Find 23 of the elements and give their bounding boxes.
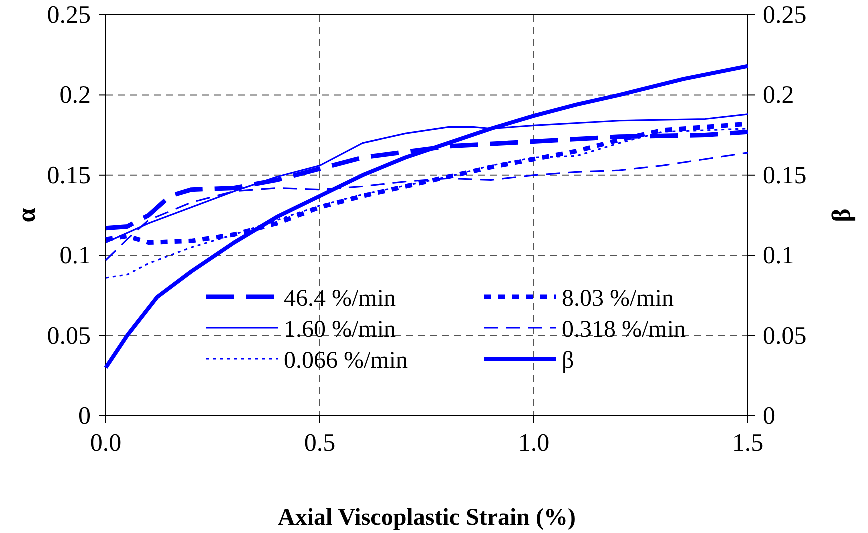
x-tick-label: 1.0 [518, 430, 550, 457]
y2-tick-label: 0.25 [763, 2, 807, 29]
y2-axis-title: β [827, 208, 856, 222]
y2-tick-label: 0.05 [763, 322, 807, 350]
y-tick-label: 0 [78, 403, 91, 430]
x-axis-title: Axial Viscoplastic Strain (%) [278, 505, 576, 531]
legend-label: 0.066 %/min [284, 348, 408, 374]
x-tick-label: 0.5 [304, 430, 336, 457]
y2-tick-label: 0 [763, 403, 776, 430]
y2-tick-label: 0.1 [763, 242, 794, 270]
y-tick-label: 0.25 [47, 2, 91, 29]
y-tick-label: 0.1 [60, 242, 91, 270]
y-tick-label: 0.05 [47, 322, 91, 350]
legend-label: 8.03 %/min [562, 286, 674, 312]
legend-label: 46.4 %/min [284, 286, 396, 312]
y-tick-label: 0.2 [60, 82, 91, 110]
x-tick-label: 1.5 [732, 430, 764, 457]
y2-tick-label: 0.15 [763, 162, 807, 190]
y-axis-title: α [12, 208, 41, 223]
legend-label: β [562, 348, 574, 374]
y2-tick-label: 0.2 [763, 82, 794, 110]
x-tick-label: 0.0 [90, 430, 122, 457]
y-tick-label: 0.15 [47, 162, 91, 190]
